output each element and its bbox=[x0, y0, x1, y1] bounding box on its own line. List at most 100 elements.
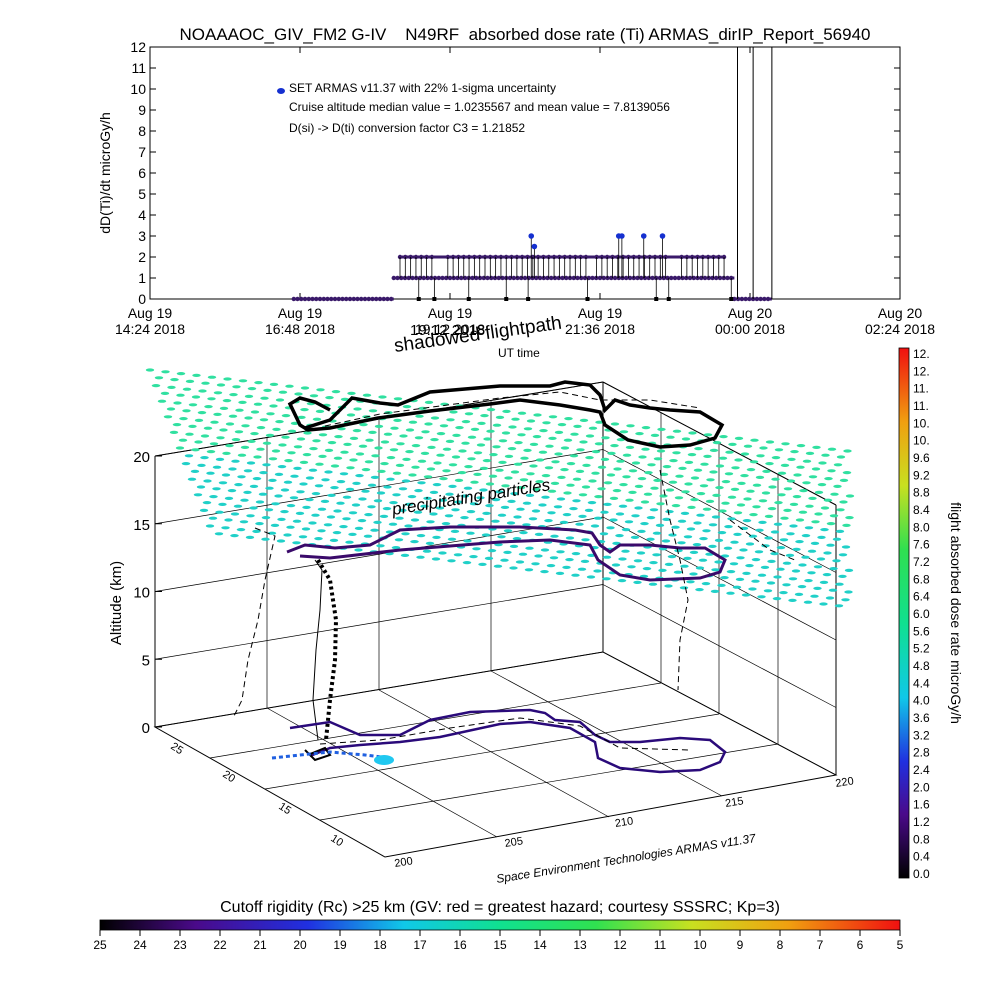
particle bbox=[411, 465, 420, 469]
particle bbox=[506, 521, 516, 525]
data-point bbox=[440, 275, 445, 281]
cutoff-tick-label: 14 bbox=[533, 938, 547, 952]
particle bbox=[336, 501, 345, 505]
particle bbox=[805, 451, 815, 455]
z-tick-label: 20 bbox=[133, 449, 150, 466]
data-point-zero bbox=[666, 297, 671, 301]
mid-flightpath-dashed bbox=[232, 527, 276, 719]
particle bbox=[578, 493, 588, 497]
particle bbox=[816, 557, 826, 561]
x-tick-label-3d: 220 bbox=[835, 775, 855, 790]
particle bbox=[352, 429, 362, 433]
particle bbox=[178, 438, 188, 442]
data-point bbox=[406, 275, 411, 281]
particle bbox=[485, 482, 495, 486]
particle bbox=[684, 460, 694, 464]
particle bbox=[683, 556, 692, 561]
data-point bbox=[571, 275, 576, 281]
particle bbox=[479, 466, 489, 470]
particle bbox=[390, 426, 399, 430]
particle bbox=[522, 523, 531, 527]
particle bbox=[395, 516, 404, 520]
particle bbox=[519, 478, 529, 482]
data-point bbox=[597, 275, 603, 281]
particle bbox=[635, 432, 644, 436]
particle bbox=[835, 582, 844, 586]
particle bbox=[373, 520, 382, 525]
particle bbox=[182, 387, 192, 391]
colorbar-tick-label: 9.2 bbox=[913, 468, 930, 482]
particle bbox=[467, 435, 477, 439]
particle bbox=[265, 433, 275, 437]
particle bbox=[581, 538, 590, 542]
x-tick-label-time: 14:24 2018 bbox=[115, 321, 185, 337]
particle bbox=[646, 537, 655, 541]
particle bbox=[734, 436, 744, 440]
particle bbox=[475, 517, 485, 522]
particle bbox=[398, 508, 407, 512]
particle bbox=[776, 546, 786, 550]
particle bbox=[588, 426, 598, 430]
particle bbox=[340, 397, 350, 401]
x-tick-label-time: 16:48 2018 bbox=[265, 321, 335, 337]
particle bbox=[509, 566, 518, 570]
particle bbox=[609, 518, 618, 522]
particle bbox=[240, 445, 250, 449]
particle bbox=[793, 473, 802, 477]
particle bbox=[787, 457, 796, 461]
particle bbox=[621, 549, 630, 553]
particle bbox=[570, 432, 579, 436]
colorbar-tick-label: 0.4 bbox=[913, 850, 930, 864]
particle bbox=[773, 575, 782, 579]
particle bbox=[170, 378, 179, 382]
particle bbox=[517, 433, 526, 437]
particle bbox=[797, 585, 807, 589]
data-point bbox=[534, 275, 539, 281]
particle bbox=[810, 594, 819, 598]
particle bbox=[315, 462, 324, 466]
data-point bbox=[432, 275, 438, 281]
particle bbox=[238, 400, 247, 404]
colorbar-tick-label: 2.0 bbox=[913, 780, 930, 794]
particle bbox=[633, 559, 643, 563]
particle bbox=[752, 483, 762, 487]
particle bbox=[491, 498, 501, 502]
particle bbox=[383, 485, 392, 489]
x-tick-label-date: Aug 19 bbox=[578, 305, 623, 321]
particle bbox=[591, 450, 601, 454]
particle bbox=[718, 509, 727, 513]
particle bbox=[675, 474, 684, 478]
data-point bbox=[507, 275, 513, 281]
particle bbox=[731, 466, 740, 470]
particle bbox=[202, 501, 212, 505]
particle bbox=[442, 469, 451, 473]
particle bbox=[199, 508, 209, 512]
particle bbox=[732, 585, 742, 589]
grid-line bbox=[209, 682, 662, 759]
data-point bbox=[612, 275, 618, 281]
particle bbox=[796, 444, 806, 448]
data-point bbox=[754, 296, 760, 302]
particle bbox=[838, 574, 847, 579]
particle bbox=[808, 475, 818, 479]
particle bbox=[538, 503, 547, 507]
particle bbox=[161, 370, 170, 374]
y-tick-label: 9 bbox=[138, 102, 146, 118]
particle bbox=[841, 545, 851, 549]
particle bbox=[197, 463, 206, 467]
particle bbox=[743, 444, 753, 448]
particle bbox=[191, 395, 201, 399]
data-point-zero bbox=[466, 297, 471, 301]
data-point bbox=[672, 275, 678, 281]
cutoff-colorbar: Cutoff rigidity (Rc) >25 km (GV: red = g… bbox=[93, 899, 903, 952]
particle bbox=[533, 413, 542, 417]
particle bbox=[813, 565, 823, 569]
particle bbox=[777, 493, 786, 497]
colorbar-tick-label: 3.6 bbox=[913, 711, 930, 725]
climb-dashed bbox=[659, 469, 689, 691]
particle bbox=[652, 553, 661, 557]
particle bbox=[305, 476, 315, 480]
data-point bbox=[362, 296, 368, 302]
particle bbox=[532, 487, 541, 491]
particle bbox=[192, 373, 201, 377]
